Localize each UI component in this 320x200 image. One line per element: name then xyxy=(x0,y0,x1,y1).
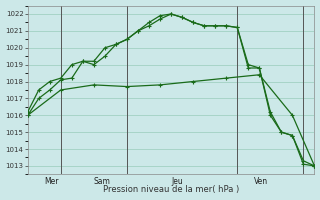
Text: Sam: Sam xyxy=(94,177,111,186)
Text: Mer: Mer xyxy=(44,177,59,186)
Text: Ven: Ven xyxy=(254,177,268,186)
Text: Jeu: Jeu xyxy=(171,177,183,186)
X-axis label: Pression niveau de la mer( hPa ): Pression niveau de la mer( hPa ) xyxy=(103,185,239,194)
